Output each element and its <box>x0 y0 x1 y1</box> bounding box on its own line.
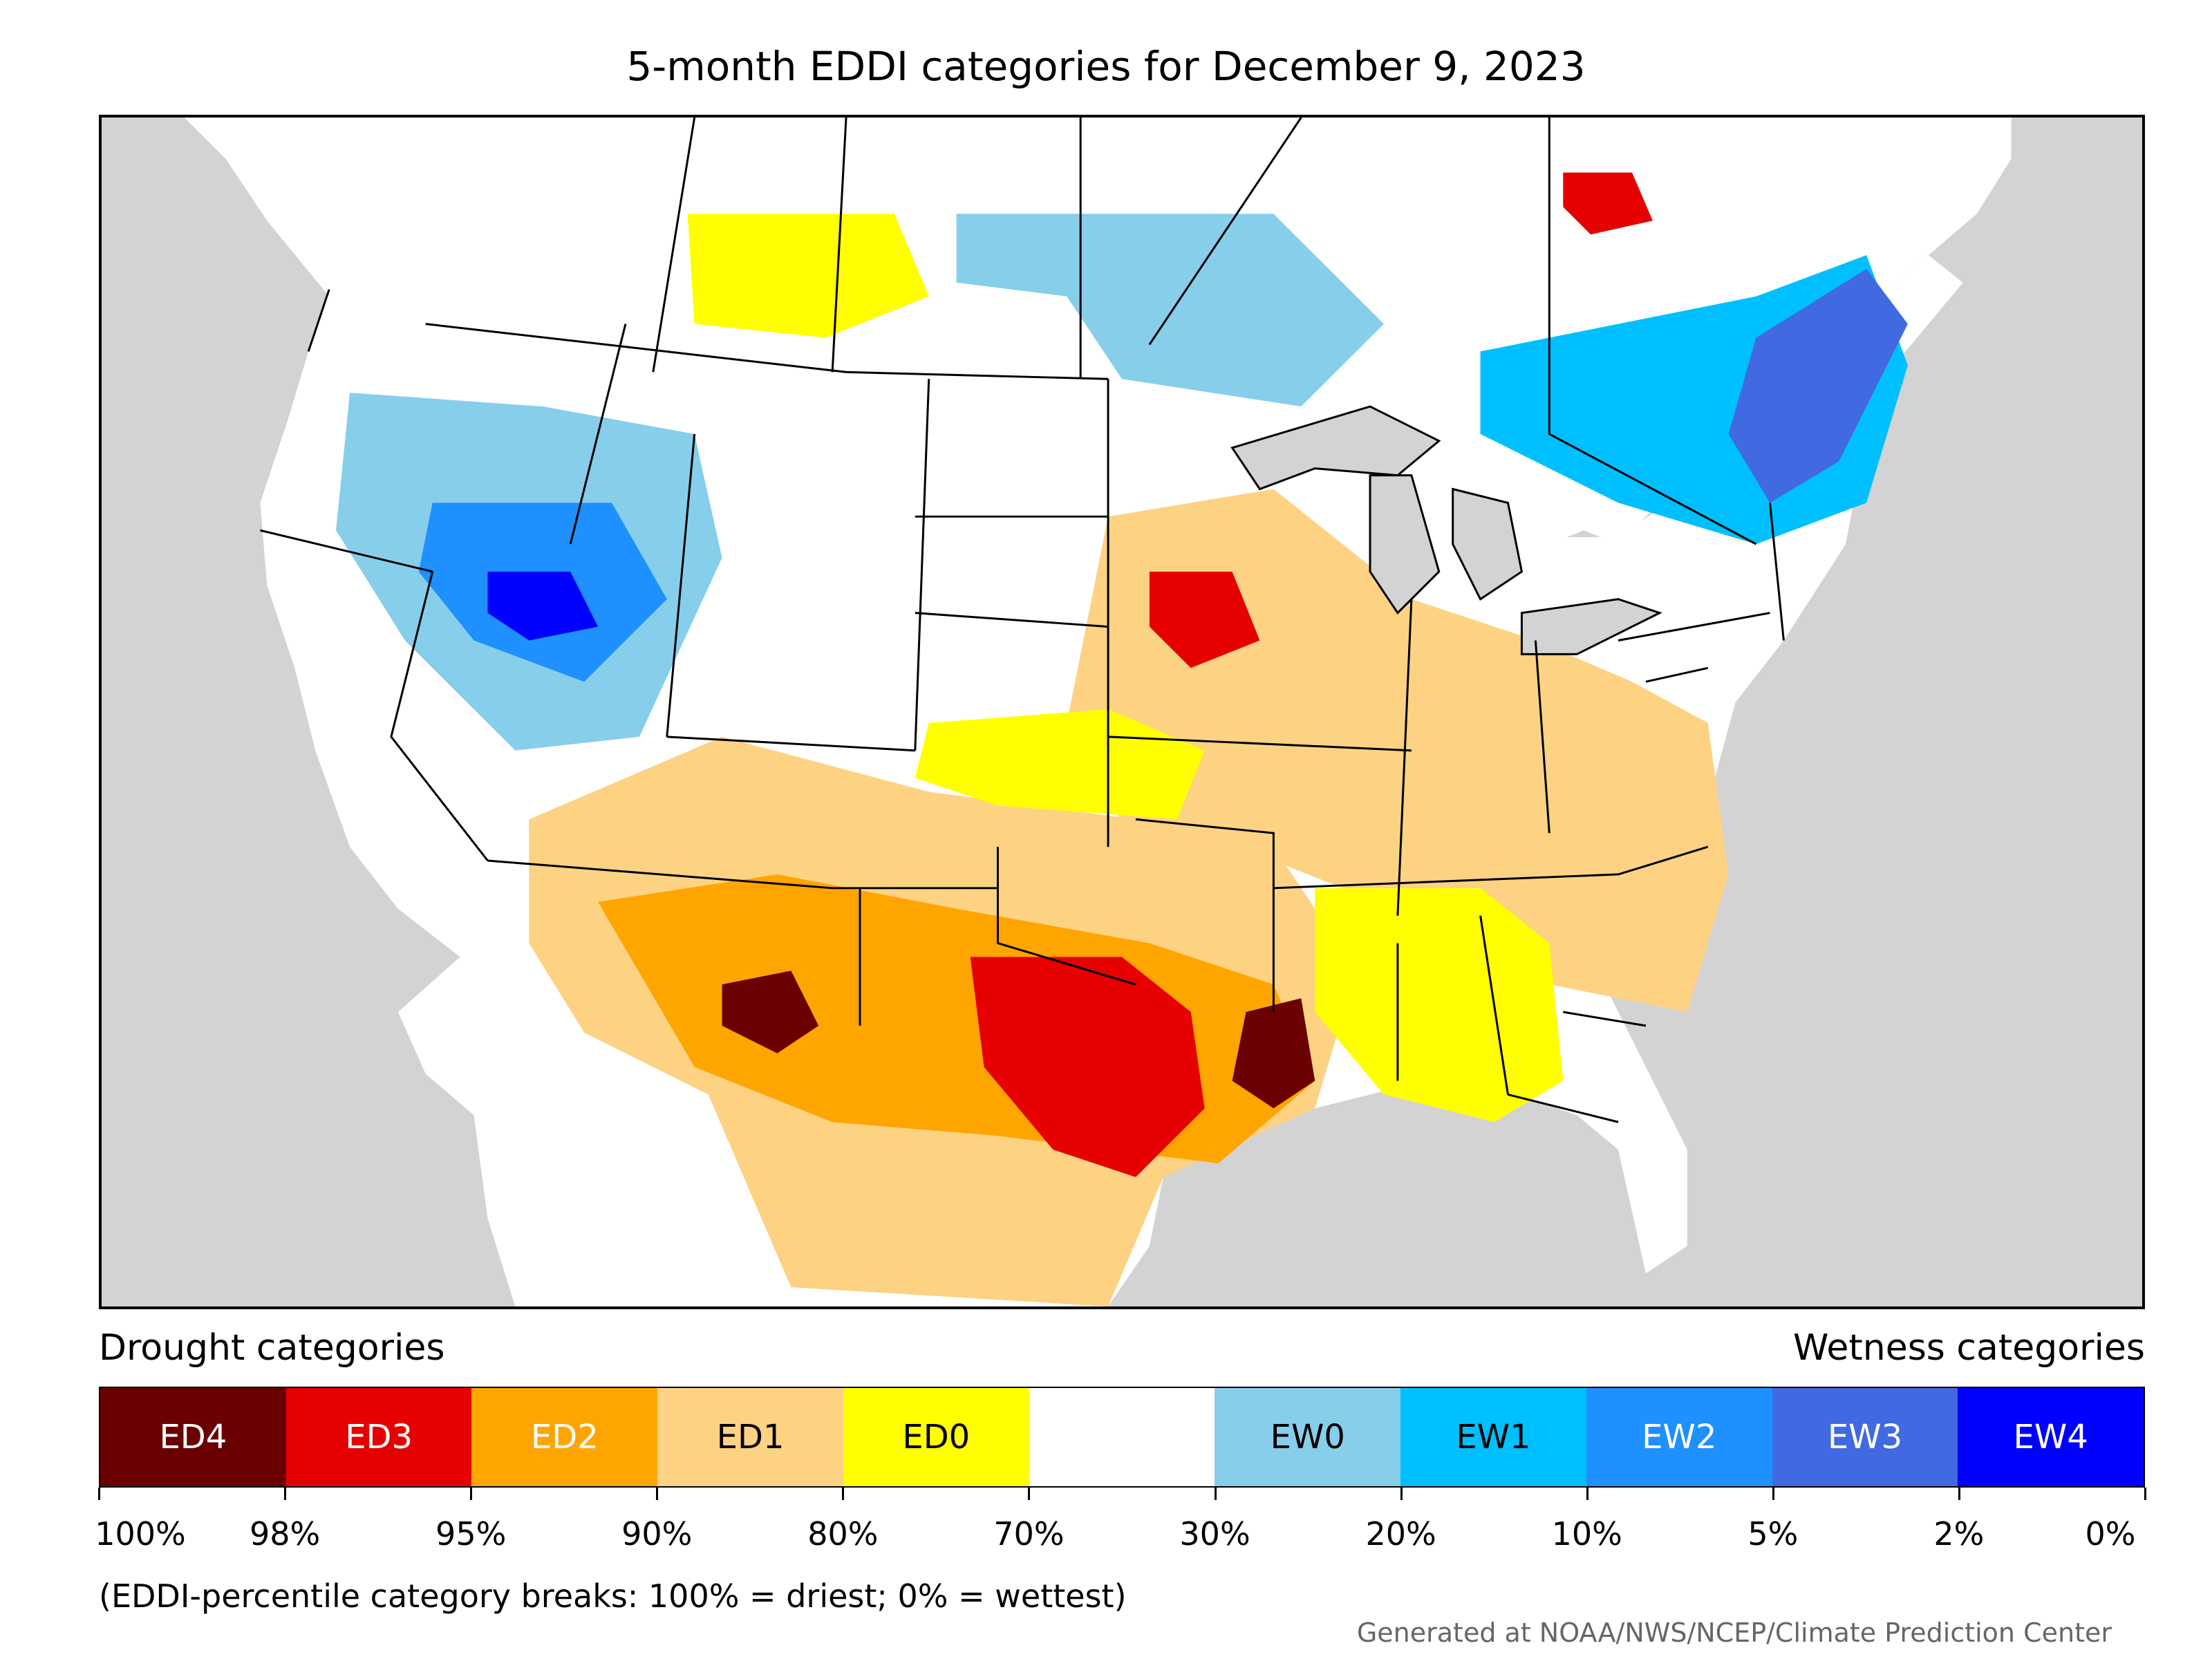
colorbar-tick-label: 98% <box>249 1515 321 1553</box>
colorbar-tick-label: 70% <box>993 1515 1065 1553</box>
category-colorbar: ED4 ED3 ED2 ED1 ED0 EW0 EW1 EW2 EW3 EW4 <box>99 1387 2145 1488</box>
drought-categories-heading: Drought categories <box>99 1327 445 1369</box>
colorbar-tick-label: 30% <box>1179 1515 1250 1553</box>
legend-category-normal <box>1029 1388 1215 1486</box>
legend-category-ed1: ED1 <box>657 1388 843 1486</box>
eddi-map <box>99 115 2145 1309</box>
colorbar-tick <box>1028 1488 1031 1500</box>
colorbar-tick <box>1958 1488 1960 1500</box>
category-note: (EDDI-percentile category breaks: 100% =… <box>99 1577 1127 1615</box>
legend-category-ed2: ED2 <box>471 1388 658 1486</box>
ew3-quebec <box>1728 268 1908 503</box>
colorbar-tick <box>98 1488 100 1500</box>
legend-category-ed4: ED4 <box>100 1388 286 1486</box>
colorbar-tick-label: 80% <box>807 1515 879 1553</box>
colorbar-tick-label: 10% <box>1551 1515 1622 1553</box>
ed4-newmexico <box>722 971 819 1053</box>
legend-category-ed0: ED0 <box>843 1388 1029 1486</box>
colorbar-tick-label: 0% <box>2085 1515 2136 1553</box>
colorbar-ticks <box>98 1488 2146 1501</box>
political-boundaries <box>260 118 1785 1123</box>
colorbar-tick-label: 90% <box>621 1515 693 1553</box>
legend-category-ed3: ED3 <box>285 1388 472 1486</box>
colorbar-tick <box>1586 1488 1588 1500</box>
colorbar-tick-label: 5% <box>1747 1515 1799 1553</box>
colorbar-tick <box>1214 1488 1217 1500</box>
ed3-iowa <box>1149 571 1260 668</box>
ed0-plains <box>915 709 1205 820</box>
colorbar-tick <box>284 1488 287 1500</box>
legend-category-ew3: EW3 <box>1772 1388 1958 1486</box>
ed0-canada <box>687 214 929 338</box>
legend-category-ew2: EW2 <box>1586 1388 1772 1486</box>
ed3-texas <box>970 957 1205 1177</box>
colorbar-tick <box>2144 1488 2146 1500</box>
colorbar-tick <box>1772 1488 1774 1500</box>
legend-category-ew0: EW0 <box>1215 1388 1401 1486</box>
colorbar-tick-label: 20% <box>1365 1515 1436 1553</box>
map-title: 5-month EDDI categories for December 9, … <box>626 43 1586 90</box>
legend-category-ew1: EW1 <box>1400 1388 1586 1486</box>
legend-category-ew4: EW4 <box>1958 1388 2144 1486</box>
ed4-louisiana <box>1232 998 1315 1109</box>
credit-line: Generated at NOAA/NWS/NCEP/Climate Predi… <box>1356 1618 2112 1648</box>
colorbar-tick <box>842 1488 845 1500</box>
ew0-canada-prairie <box>956 214 1384 407</box>
colorbar-tick-label: 95% <box>435 1515 507 1553</box>
colorbar-tick <box>470 1488 473 1500</box>
ed0-southeast <box>1315 888 1564 1123</box>
map-canvas <box>102 118 2012 1306</box>
wetness-categories-heading: Wetness categories <box>1793 1327 2145 1369</box>
ed3-hudson <box>1563 172 1653 235</box>
colorbar-tick-label: 2% <box>1933 1515 1985 1553</box>
colorbar-tick <box>656 1488 659 1500</box>
colorbar-tick <box>1400 1488 1403 1500</box>
ew4-idaho <box>487 571 599 641</box>
great-lakes <box>1230 405 1662 655</box>
colorbar-tick-label: 100% <box>95 1515 186 1553</box>
